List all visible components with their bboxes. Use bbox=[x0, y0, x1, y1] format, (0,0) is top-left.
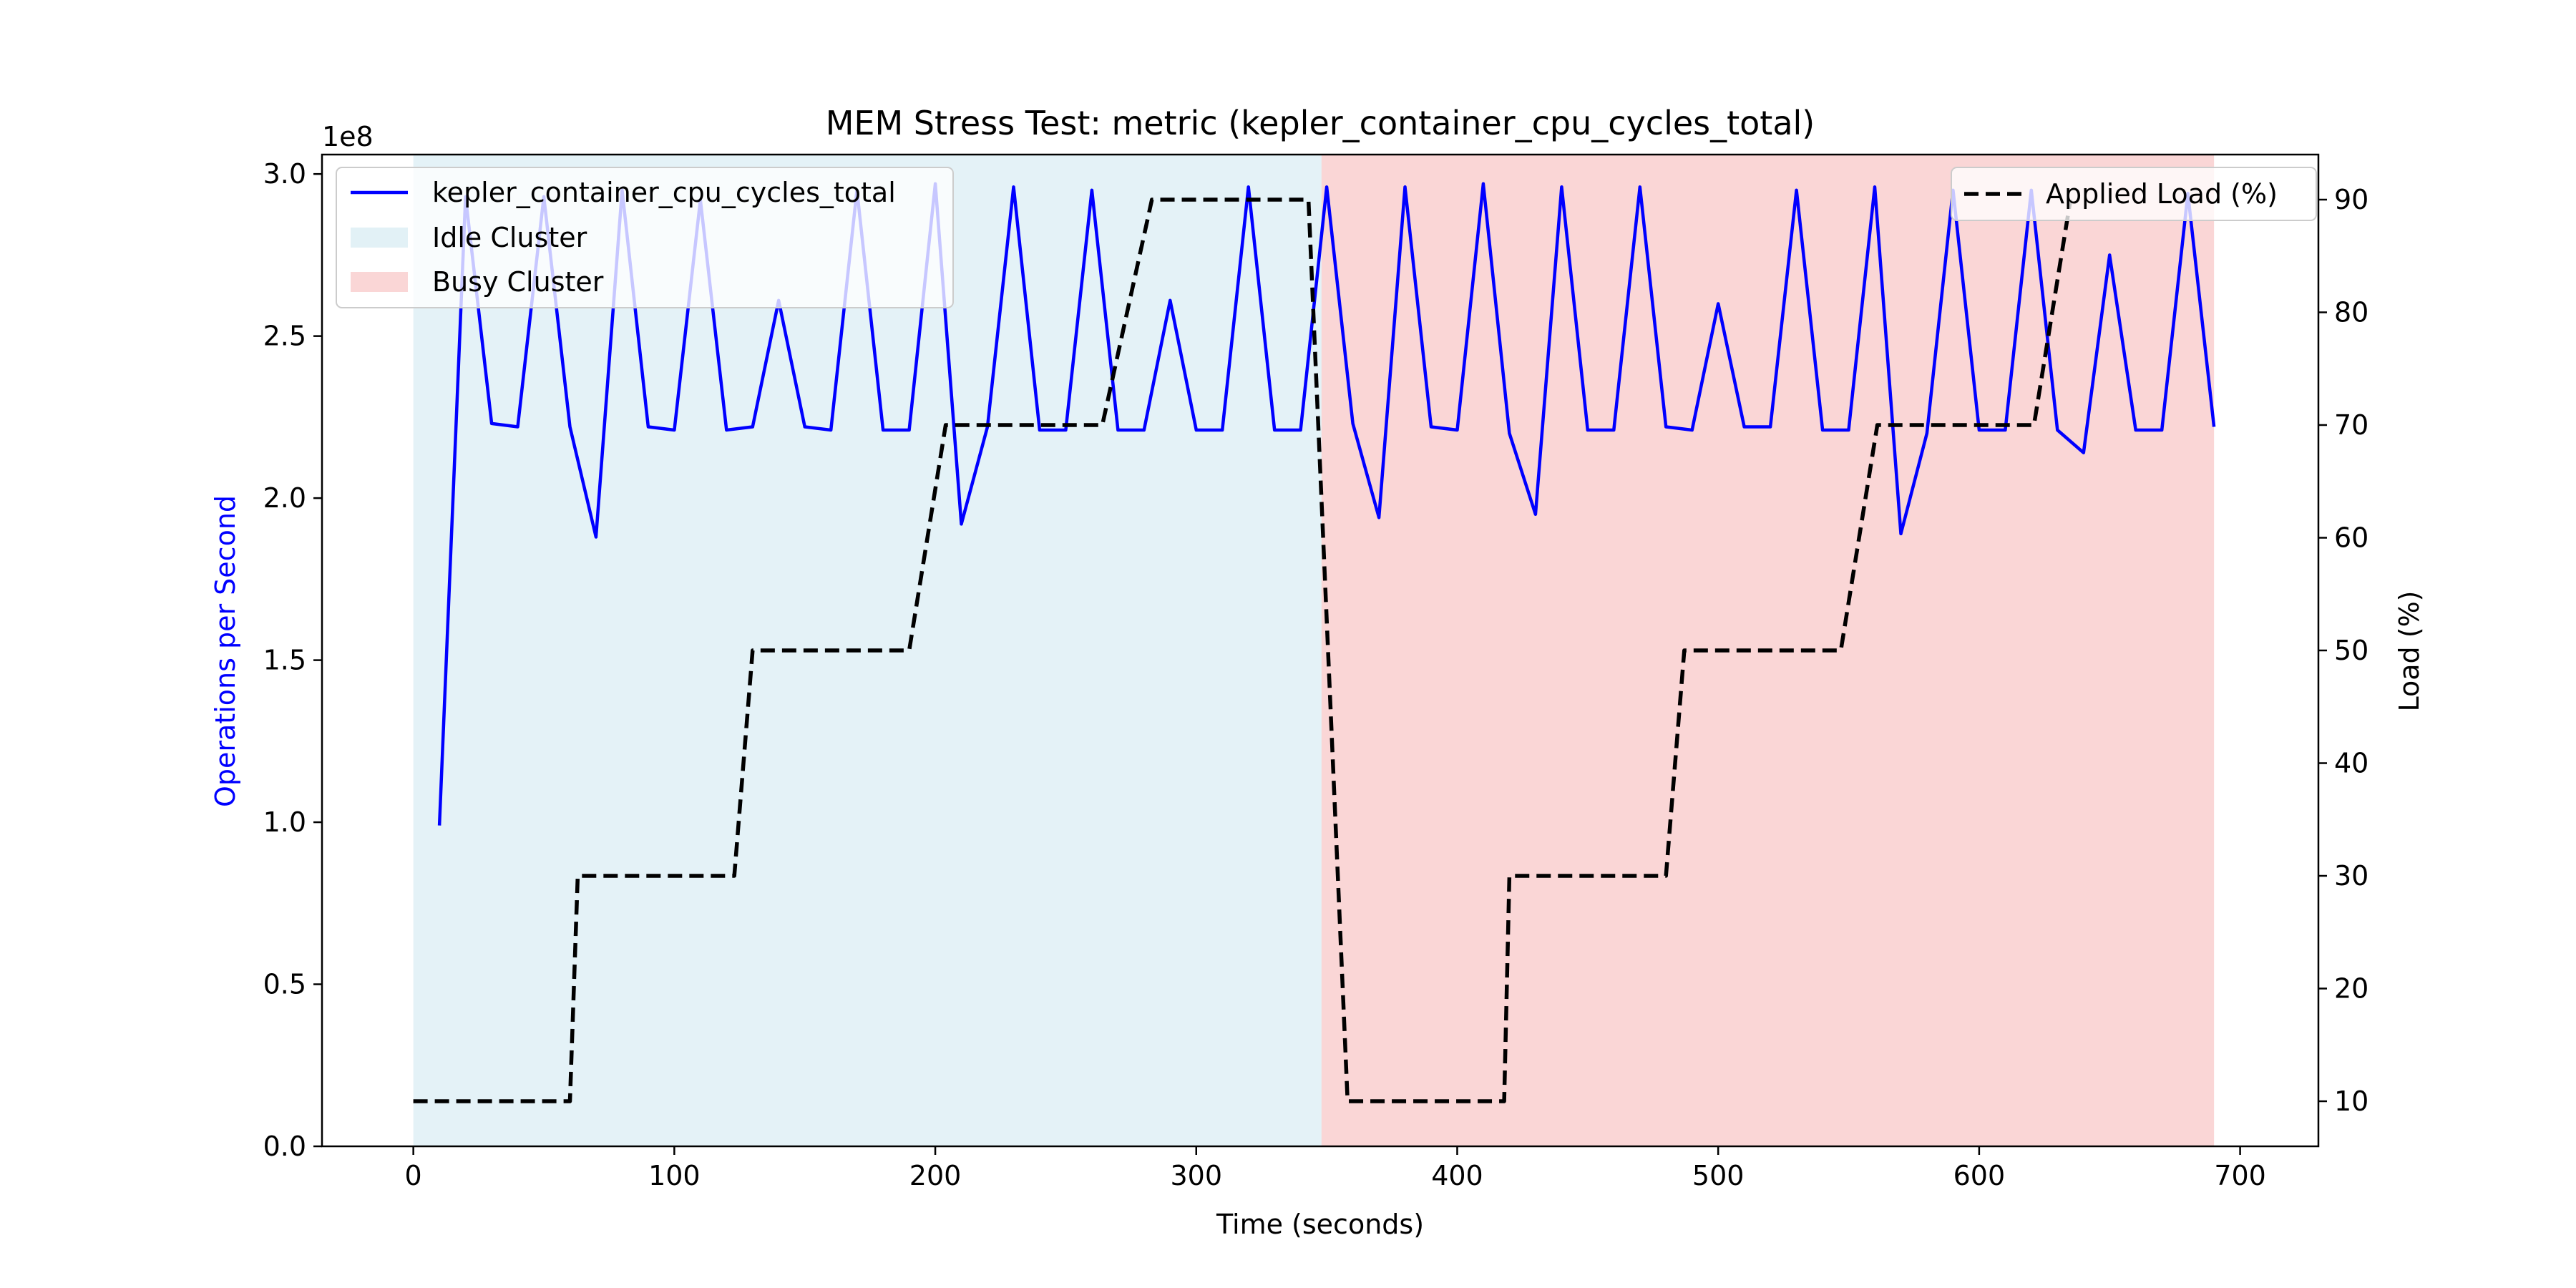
legend-idle-swatch bbox=[351, 228, 408, 248]
x-tick-label: 500 bbox=[1692, 1160, 1745, 1191]
y-tick-label: 2.0 bbox=[263, 482, 306, 514]
y-tick-label: 3.0 bbox=[263, 158, 306, 190]
x-tick-label: 300 bbox=[1170, 1160, 1222, 1191]
x-tick-label: 700 bbox=[2214, 1160, 2266, 1191]
y-tick-label: 1.0 bbox=[263, 806, 306, 838]
y-axis-right: 10 20 30 40 50 60 70 80 90 bbox=[2318, 184, 2368, 1117]
y-axis-offset-label: 1e8 bbox=[322, 121, 374, 152]
legend-right: Applied Load (%) bbox=[1951, 167, 2317, 221]
y2-tick-label: 60 bbox=[2334, 522, 2368, 554]
legend-right-box bbox=[1951, 167, 2317, 221]
x-axis: 0 100 200 300 400 500 600 700 bbox=[405, 1146, 2266, 1191]
legend-label-cpu-cycles: kepler_container_cpu_cycles_total bbox=[432, 177, 896, 208]
y-tick-label: 0.5 bbox=[263, 969, 306, 1000]
region-idle-cluster bbox=[413, 155, 1322, 1146]
x-axis-label: Time (seconds) bbox=[1216, 1209, 1424, 1240]
y-axis-label: Operations per Second bbox=[210, 495, 241, 807]
legend-label-idle: Idle Cluster bbox=[432, 222, 587, 253]
y2-tick-label: 80 bbox=[2334, 297, 2368, 328]
series-line-applied-load bbox=[413, 197, 2073, 1103]
y2-tick-label: 30 bbox=[2334, 860, 2368, 892]
x-tick-label: 0 bbox=[405, 1160, 422, 1191]
x-tick-label: 600 bbox=[1953, 1160, 2006, 1191]
y2-tick-label: 50 bbox=[2334, 635, 2368, 666]
y2-tick-label: 10 bbox=[2334, 1085, 2368, 1117]
x-tick-label: 400 bbox=[1431, 1160, 1483, 1191]
series-line-cpu-cycles bbox=[437, 182, 2216, 826]
legend-label-applied-load: Applied Load (%) bbox=[2046, 178, 2278, 210]
series-layer bbox=[413, 182, 2216, 1103]
x-tick-label: 200 bbox=[909, 1160, 962, 1191]
y2-axis-label: Load (%) bbox=[2394, 591, 2425, 712]
y2-tick-label: 90 bbox=[2334, 184, 2368, 215]
legend-busy-swatch bbox=[351, 272, 408, 292]
y-axis-left: 0.0 0.5 1.0 1.5 2.0 2.5 3.0 bbox=[263, 158, 322, 1162]
x-tick-label: 100 bbox=[648, 1160, 701, 1191]
legend-left: kepler_container_cpu_cycles_total Idle C… bbox=[336, 167, 954, 308]
y-tick-label: 0.0 bbox=[263, 1131, 306, 1162]
y2-tick-label: 70 bbox=[2334, 409, 2368, 441]
y2-tick-label: 20 bbox=[2334, 973, 2368, 1005]
legend-label-busy: Busy Cluster bbox=[432, 266, 604, 298]
y-tick-label: 2.5 bbox=[263, 321, 306, 352]
chart-title: MEM Stress Test: metric (kepler_containe… bbox=[826, 104, 1815, 142]
y2-tick-label: 40 bbox=[2334, 748, 2368, 779]
legend-left-box bbox=[336, 167, 954, 308]
y-tick-label: 1.5 bbox=[263, 645, 306, 676]
